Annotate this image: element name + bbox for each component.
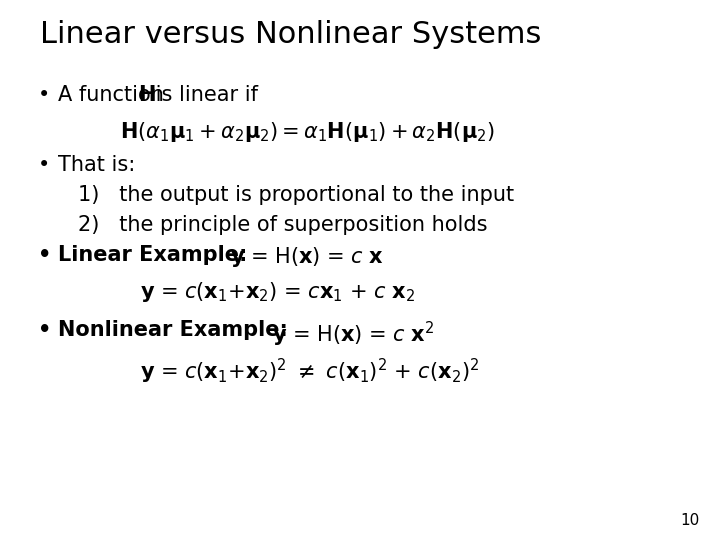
Text: $\mathbf{y}$ = $c$($\mathbf{x}_1$+$\mathbf{x}_2$)$^2$ $\neq$ $c$($\mathbf{x}_1$): $\mathbf{y}$ = $c$($\mathbf{x}_1$+$\math…: [140, 357, 480, 386]
Text: That is:: That is:: [58, 155, 135, 175]
Text: 1)   the output is proportional to the input: 1) the output is proportional to the inp…: [78, 185, 514, 205]
Text: $\mathbf{y}$ = H($\mathbf{x}$) = $c$ $\mathbf{x}^2$: $\mathbf{y}$ = H($\mathbf{x}$) = $c$ $\m…: [272, 320, 434, 349]
Text: 10: 10: [680, 513, 700, 528]
Text: is linear if: is linear if: [149, 85, 258, 105]
Text: •: •: [38, 245, 51, 265]
Text: Linear versus Nonlinear Systems: Linear versus Nonlinear Systems: [40, 20, 541, 49]
Text: •: •: [38, 320, 51, 340]
Text: $\mathbf{y}$ = H($\mathbf{x}$) = $c$ $\mathbf{x}$: $\mathbf{y}$ = H($\mathbf{x}$) = $c$ $\m…: [230, 245, 384, 269]
Text: Nonlinear Example:: Nonlinear Example:: [58, 320, 288, 340]
Text: $\mathbf{H}(\alpha_1\mathbf{\mu}_1 + \alpha_2\mathbf{\mu}_2) = \alpha_1\mathbf{H: $\mathbf{H}(\alpha_1\mathbf{\mu}_1 + \al…: [120, 120, 495, 144]
Text: 2)   the principle of superposition holds: 2) the principle of superposition holds: [78, 215, 487, 235]
Text: A function: A function: [58, 85, 171, 105]
Text: Linear Example:: Linear Example:: [58, 245, 248, 265]
Text: H: H: [138, 85, 156, 105]
Text: •: •: [38, 85, 50, 105]
Text: $\mathbf{y}$ = $c$($\mathbf{x}_1$+$\mathbf{x}_2$) = $c\mathbf{x}_1$ + $c$ $\math: $\mathbf{y}$ = $c$($\mathbf{x}_1$+$\math…: [140, 280, 415, 304]
Text: •: •: [38, 155, 50, 175]
